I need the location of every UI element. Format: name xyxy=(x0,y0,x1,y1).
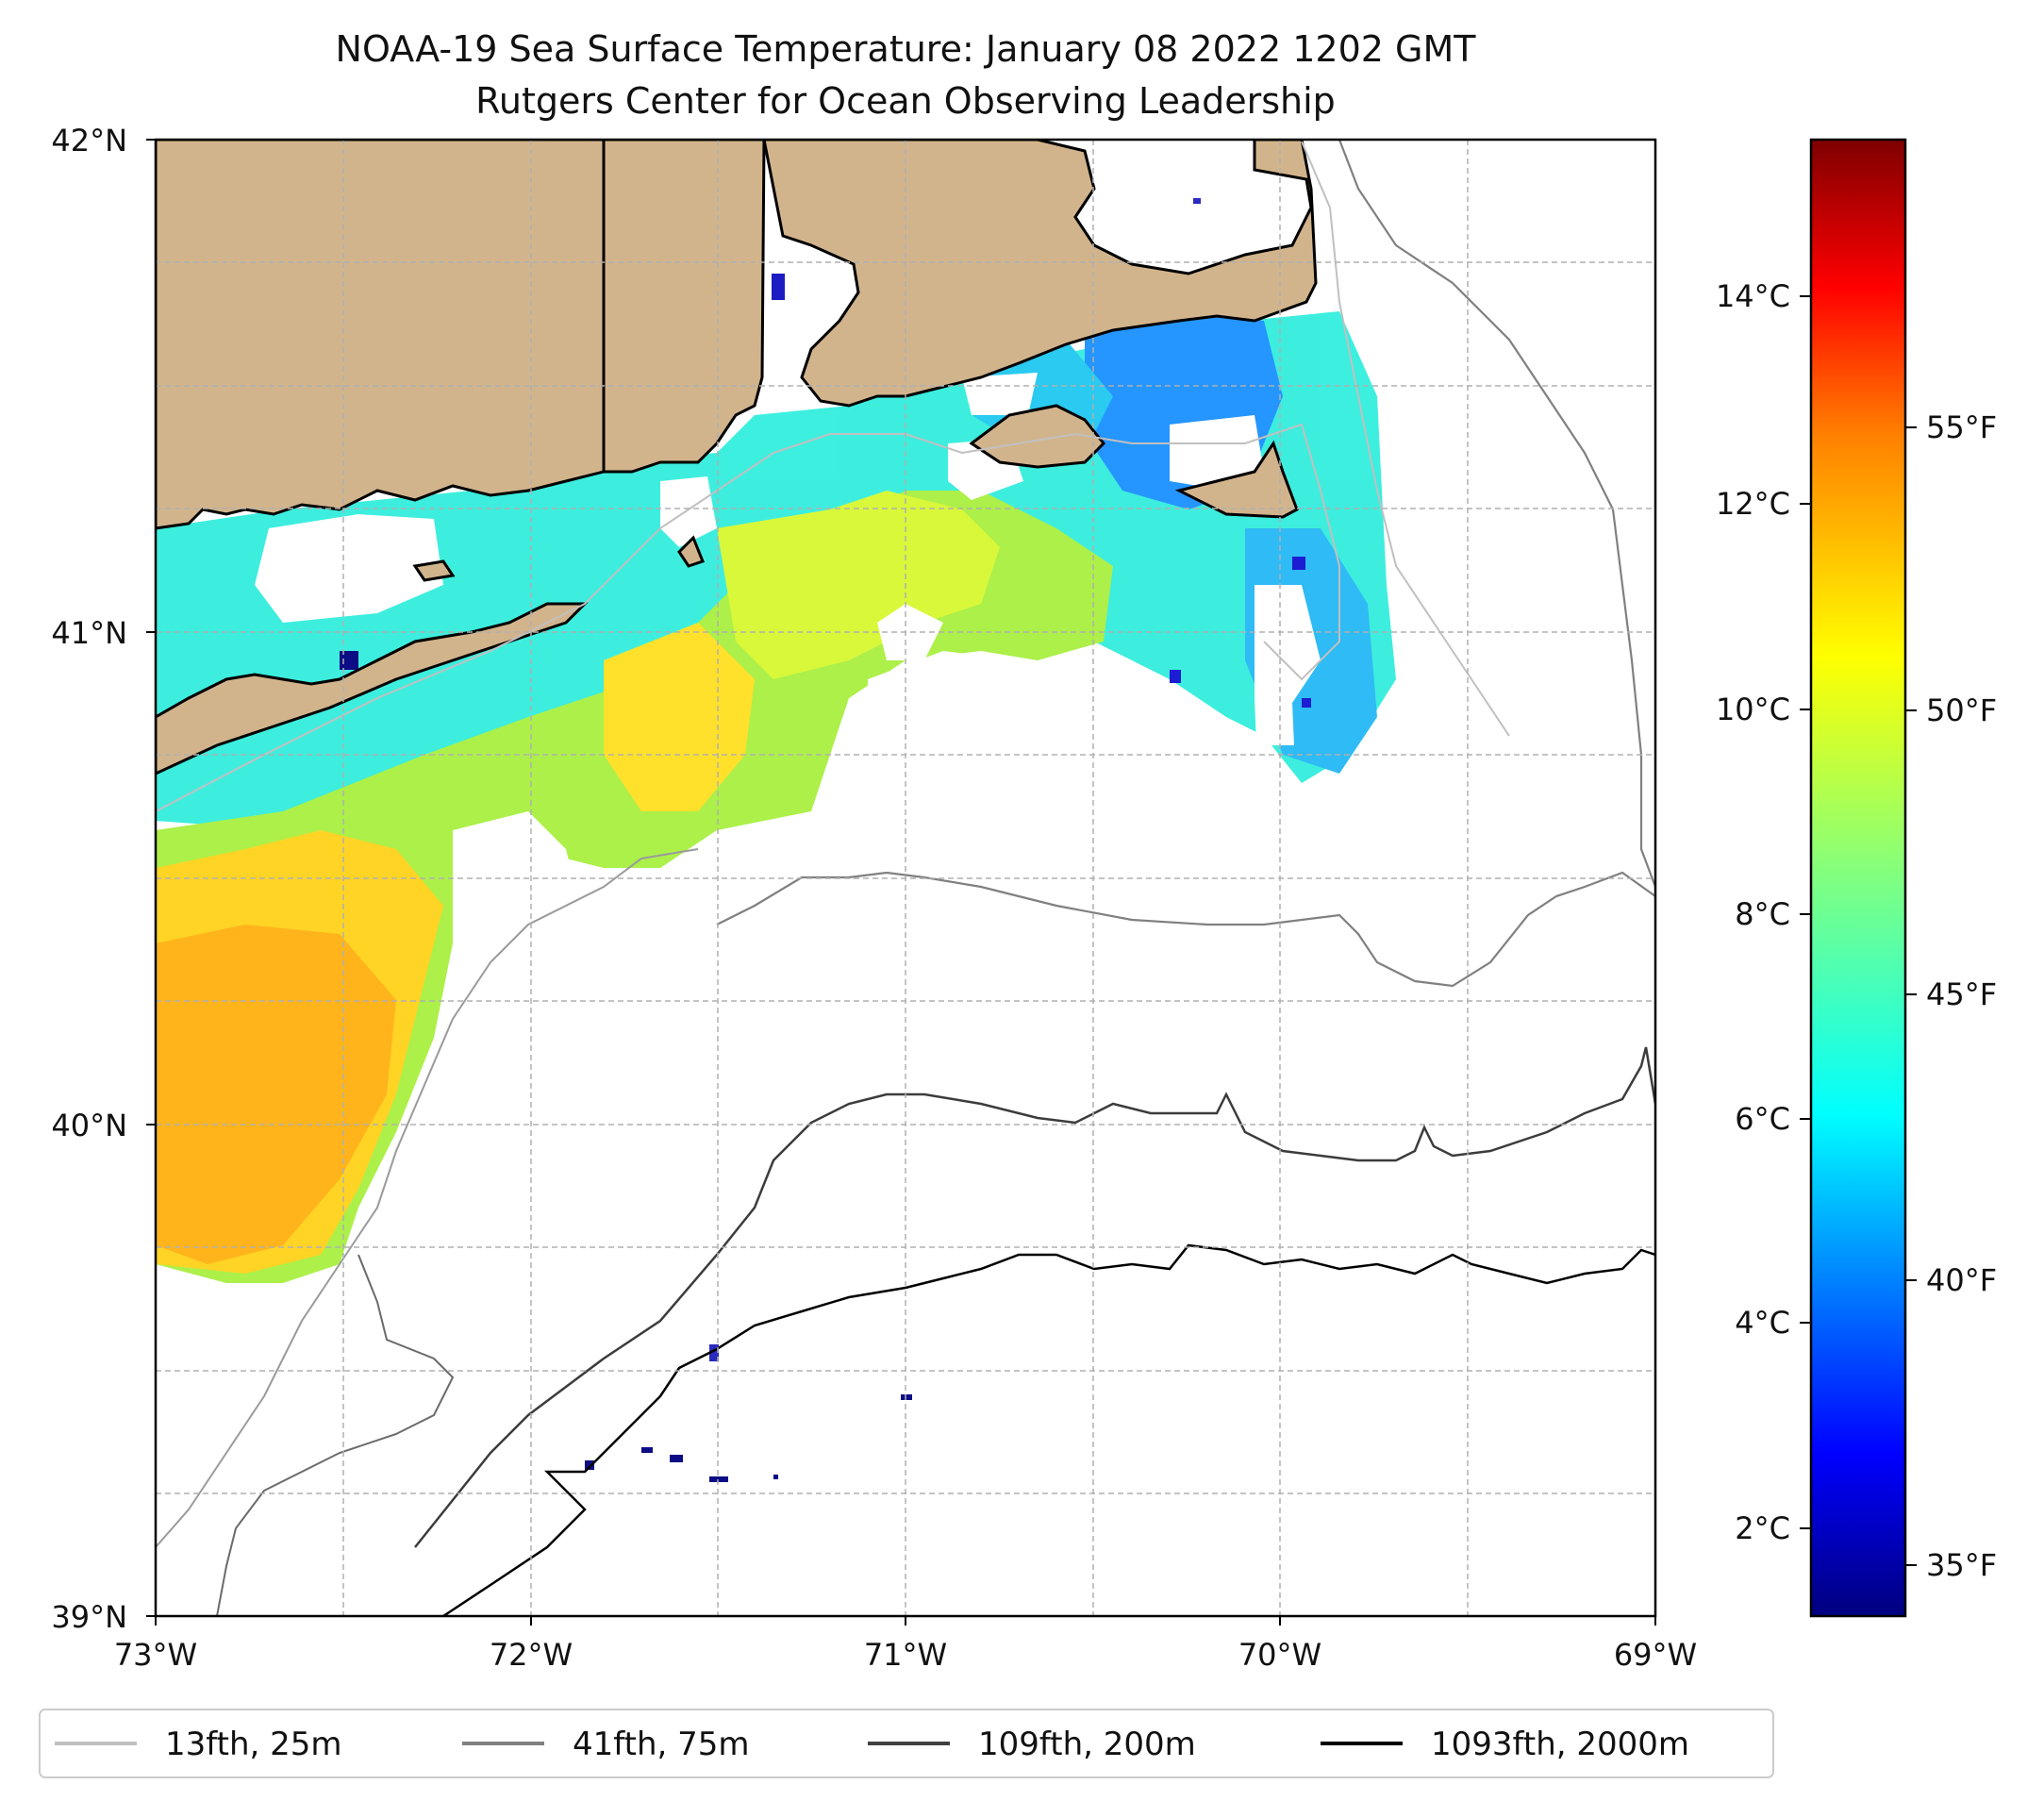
land-nantucket xyxy=(1174,440,1299,519)
grid-lines xyxy=(156,140,1655,1616)
land-massachusetts xyxy=(762,140,1318,408)
land-connecticut xyxy=(156,140,606,530)
legend-label-75m: 41fth, 75m xyxy=(573,1726,750,1763)
cbar-c-12: 12°C xyxy=(1716,486,1790,522)
title-line2: Rutgers Center for Ocean Observing Leade… xyxy=(475,80,1336,122)
land-marthas-vineyard xyxy=(969,404,1106,469)
lon-label-71: 71°W xyxy=(864,1637,947,1673)
colorbar: 14°C 12°C 10°C 8°C 6°C 4°C 2°C 55°F 50°F… xyxy=(1716,138,1997,1618)
cbar-c-10: 10°C xyxy=(1716,692,1790,727)
lat-label-41: 41°N xyxy=(51,615,127,651)
land-fishers-island xyxy=(412,559,456,582)
land-long-island xyxy=(156,602,589,775)
title-line1: NOAA-19 Sea Surface Temperature: January… xyxy=(336,28,1477,70)
cbar-f-35: 35°F xyxy=(1926,1547,1997,1583)
legend-label-25m: 13fth, 25m xyxy=(165,1726,342,1763)
land-layer xyxy=(156,140,1318,775)
lat-label-40: 40°N xyxy=(51,1108,127,1143)
lon-label-69: 69°W xyxy=(1614,1637,1697,1673)
land-block-island xyxy=(677,535,705,568)
cbar-f-45: 45°F xyxy=(1926,976,1997,1012)
cbar-c-2: 2°C xyxy=(1735,1510,1790,1546)
legend-label-200m: 109fth, 200m xyxy=(978,1726,1196,1763)
cbar-f-55: 55°F xyxy=(1926,409,1997,445)
cbar-c-4: 4°C xyxy=(1735,1305,1790,1341)
lat-label-39: 39°N xyxy=(51,1599,127,1635)
bathymetry-contours xyxy=(156,140,1655,1616)
lon-label-70: 70°W xyxy=(1238,1637,1321,1673)
lon-label-72: 72°W xyxy=(490,1637,573,1673)
contour-200m xyxy=(414,1046,1655,1548)
map-panel xyxy=(156,140,1655,1616)
lat-label-42: 42°N xyxy=(51,123,127,158)
axis-ticks xyxy=(146,139,1656,1626)
lon-label-73: 73°W xyxy=(114,1637,197,1673)
colorbar-gradient xyxy=(1809,138,1907,1618)
contour-25m xyxy=(156,423,1340,812)
land-rhode-island xyxy=(602,140,766,474)
legend-label-2000m: 1093fth, 2000m xyxy=(1431,1726,1689,1763)
cbar-c-8: 8°C xyxy=(1735,896,1790,932)
cbar-c-6: 6°C xyxy=(1735,1101,1790,1137)
contour-2000m xyxy=(442,1243,1655,1616)
legend: 13fth, 25m 41fth, 75m 109fth, 200m 1093f… xyxy=(39,1709,1774,1778)
latitude-labels: 42°N 41°N 40°N 39°N xyxy=(51,123,127,1635)
longitude-labels: 73°W 72°W 71°W 70°W 69°W xyxy=(114,1637,1697,1673)
contour-75m xyxy=(716,871,1655,988)
cbar-f-50: 50°F xyxy=(1926,692,1997,728)
cbar-c-14: 14°C xyxy=(1716,278,1790,314)
sst-field xyxy=(156,198,1396,1482)
cbar-f-40: 40°F xyxy=(1926,1262,1997,1298)
